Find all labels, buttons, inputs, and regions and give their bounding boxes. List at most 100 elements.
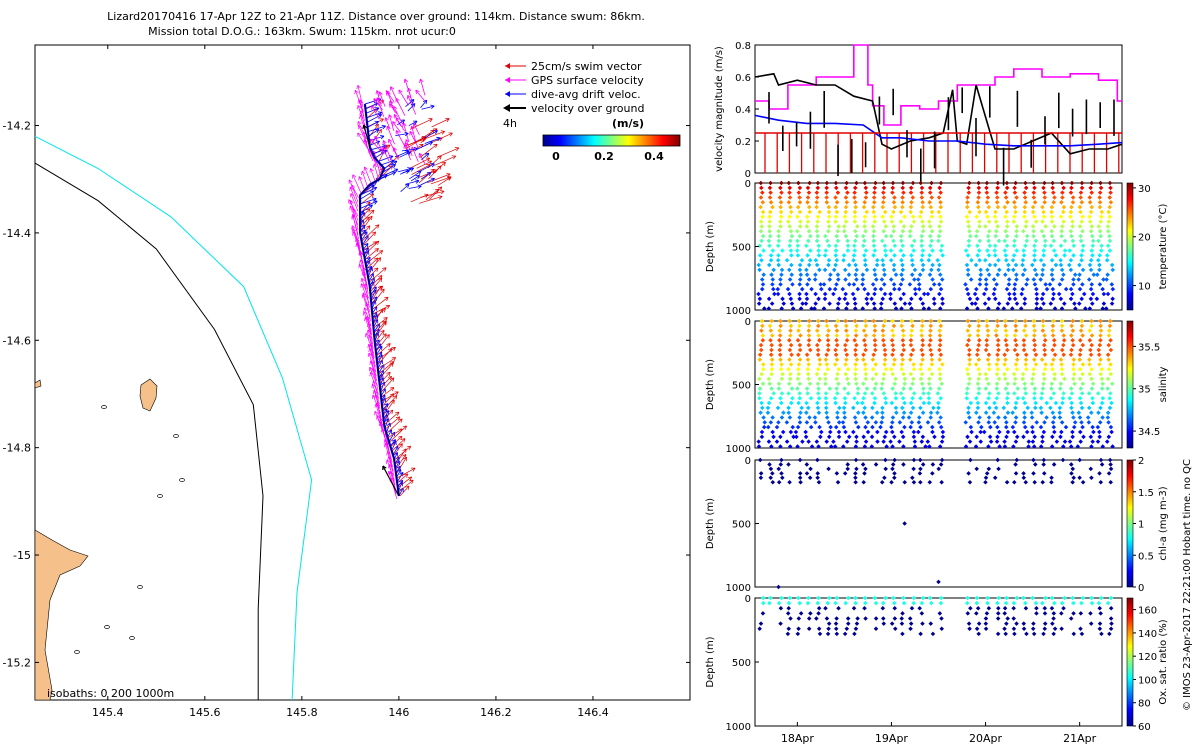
data-point [1107, 204, 1113, 210]
data-point [1070, 200, 1076, 205]
data-point [825, 333, 830, 338]
data-point [893, 272, 899, 277]
data-point [984, 611, 990, 616]
data-point [1105, 228, 1111, 234]
data-point [1022, 400, 1028, 406]
data-point [1108, 616, 1114, 621]
data-point [910, 405, 916, 411]
data-point [757, 386, 763, 391]
gps-vector-head [387, 114, 393, 119]
data-point [786, 180, 792, 186]
data-point [845, 621, 851, 626]
data-point [937, 272, 943, 277]
data-point [1089, 282, 1095, 287]
data-point [939, 457, 945, 463]
data-point [1087, 328, 1093, 333]
data-point [891, 362, 897, 367]
swim-vector [389, 425, 407, 442]
data-point [864, 267, 870, 273]
gps-vector [360, 277, 369, 299]
gps-vector-shaft [368, 148, 377, 165]
data-point [893, 391, 899, 396]
data-point [864, 386, 870, 391]
data-point [1088, 228, 1094, 234]
data-point [882, 362, 887, 367]
data-point [1105, 253, 1110, 258]
data-point [770, 277, 776, 282]
data-point [929, 352, 934, 358]
data-point [929, 228, 935, 234]
data-point [1042, 190, 1047, 195]
swim-vector [376, 334, 390, 351]
data-point [1108, 371, 1113, 377]
data-point [779, 267, 785, 273]
data-point [938, 424, 944, 430]
ytick-label: 0 [745, 317, 751, 328]
data-point [806, 333, 812, 338]
gps-vector-shaft [350, 193, 359, 212]
data-point [925, 439, 931, 444]
data-point [1072, 272, 1078, 277]
data-point [939, 626, 945, 631]
data-point [891, 200, 897, 205]
data-point [767, 323, 773, 329]
data-point [888, 291, 893, 297]
data-point [1059, 200, 1064, 205]
data-point [1058, 434, 1063, 440]
swim-vector-shaft [396, 457, 407, 474]
data-point [809, 286, 814, 292]
data-point [833, 621, 839, 626]
data-point [1106, 333, 1112, 338]
data-point [824, 200, 830, 205]
data-point [921, 400, 927, 406]
data-point [1071, 631, 1077, 637]
data-point [870, 282, 876, 287]
data-point [1031, 621, 1036, 626]
data-point [834, 386, 839, 391]
gps-vector-shaft [372, 394, 381, 414]
data-point [787, 190, 792, 195]
data-point [780, 248, 785, 253]
data-point [919, 243, 924, 249]
colorbar-tick-label: 140 [1138, 629, 1157, 640]
data-point [778, 621, 783, 626]
swim-vector-head [398, 443, 403, 448]
data-point [761, 272, 766, 277]
data-point [880, 257, 885, 263]
data-point [1005, 400, 1010, 406]
gps-vector-shaft [392, 121, 401, 133]
data-point [1021, 420, 1027, 425]
data-point [861, 204, 867, 210]
data-point [796, 400, 801, 406]
data-point [817, 424, 822, 430]
data-point [983, 347, 989, 353]
data-point [812, 277, 818, 282]
data-point [892, 434, 897, 440]
gps-vector [372, 394, 381, 414]
data-point [1048, 301, 1054, 306]
data-point [788, 362, 794, 367]
data-point [767, 233, 773, 239]
drift-vector [390, 439, 396, 447]
data-point [863, 195, 869, 200]
data-point [974, 395, 979, 401]
data-point [940, 301, 945, 306]
data-point [985, 357, 991, 362]
data-point [940, 296, 945, 302]
data-point [893, 405, 899, 411]
data-point [1022, 415, 1027, 420]
data-point [890, 466, 895, 472]
data-point [1022, 318, 1028, 324]
data-point [1106, 420, 1111, 425]
data-point [880, 333, 886, 338]
data-point [926, 400, 932, 406]
data-point [974, 214, 979, 220]
data-point [788, 238, 793, 244]
data-point [797, 233, 803, 239]
data-point [1012, 296, 1018, 302]
data-point [907, 301, 913, 306]
data-point [908, 209, 913, 215]
data-point [827, 277, 833, 282]
data-point [1014, 248, 1020, 253]
data-point [902, 424, 907, 430]
